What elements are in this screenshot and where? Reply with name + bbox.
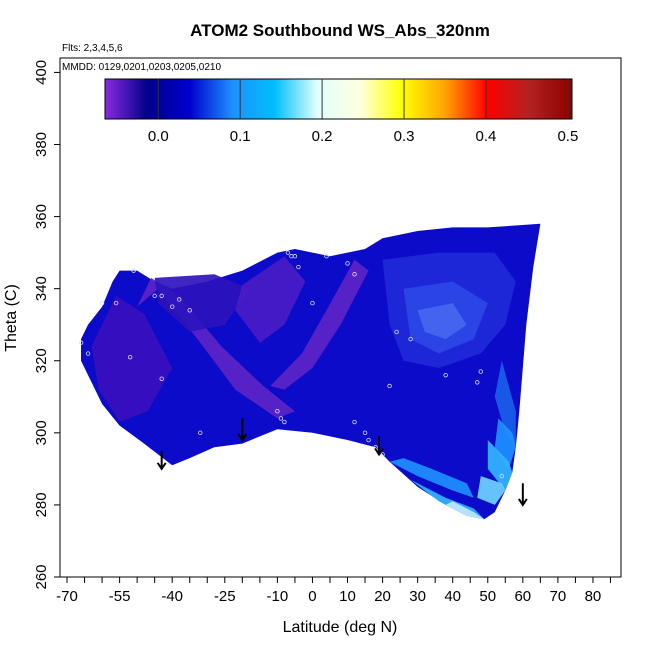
y-axis-label: Theta (C) — [3, 284, 20, 352]
sample-point — [285, 250, 291, 255]
colorbar-tick-label: 0.4 — [476, 128, 497, 145]
colorbar-tick-label: 0.3 — [394, 128, 415, 145]
x-tick-label: 0 — [308, 588, 316, 605]
colorbar: 0.0 0.1 0.2 0.3 0.4 0.5 — [104, 78, 578, 145]
sample-point — [131, 268, 136, 273]
field-zone — [389, 458, 474, 498]
x-tick-label: -70 — [56, 588, 78, 605]
sample-point — [275, 409, 280, 414]
down-arrow — [237, 418, 248, 442]
x-tick-label: 80 — [585, 588, 602, 605]
field-zone — [494, 418, 516, 469]
sample-point — [352, 272, 357, 277]
x-axis: -70 -55 -40 -25 -10 0 10 20 30 40 50 60 70 80 — [56, 577, 611, 605]
y-tick-label: 400 — [33, 60, 50, 85]
y-tick-label: 340 — [33, 276, 50, 301]
sample-point — [310, 300, 315, 306]
field-zone — [154, 274, 250, 332]
arrow-head — [517, 498, 528, 507]
sample-point — [152, 293, 157, 299]
sample-point — [380, 452, 385, 457]
sample-point — [324, 254, 329, 259]
sample-point — [292, 254, 298, 259]
colorbar-ticks: 0.0 0.1 0.2 0.3 0.4 0.5 — [148, 79, 578, 145]
x-tick-label: 10 — [339, 588, 356, 605]
y-tick-label: 260 — [33, 564, 50, 589]
down-arrow — [517, 483, 528, 507]
sample-point — [394, 329, 399, 335]
sample-point — [499, 473, 504, 479]
field-zone — [235, 256, 306, 343]
x-tick-label: 60 — [514, 588, 531, 605]
arrow-head — [156, 462, 167, 471]
dates-note: MMDD: 0129,0201,0203,0205,0210 — [62, 62, 221, 73]
down-arrow — [156, 450, 167, 471]
colorbar-gradient — [104, 78, 573, 120]
sample-point — [99, 300, 105, 306]
x-tick-label: -10 — [267, 588, 289, 605]
sample-point — [478, 369, 483, 374]
sample-point — [296, 264, 301, 270]
sample-point — [443, 372, 448, 378]
plot-frame — [59, 57, 622, 578]
x-axis-label: Latitude (deg N) — [283, 619, 398, 636]
field-zone — [91, 295, 173, 422]
y-tick-label: 320 — [33, 348, 50, 373]
field-zone — [137, 277, 295, 419]
field-zone — [417, 303, 467, 340]
arrow-head — [237, 433, 248, 442]
sample-point — [362, 430, 368, 436]
x-tick-label: -25 — [214, 588, 236, 605]
sample-points — [78, 250, 504, 479]
colorbar-tick-label: 0.5 — [557, 128, 578, 145]
arrow-markers — [156, 418, 528, 507]
sample-point — [278, 416, 284, 421]
y-axis: 260 280 300 320 340 360 380 400 — [33, 60, 60, 590]
field-zone — [477, 476, 506, 505]
colorbar-tick-label: 0.2 — [312, 128, 333, 145]
sample-point — [408, 336, 413, 342]
sample-point — [85, 351, 91, 356]
x-tick-label: 20 — [374, 588, 391, 605]
down-arrow — [374, 436, 384, 457]
y-tick-label: 360 — [33, 204, 50, 229]
heatmap-field — [81, 223, 541, 520]
sample-point — [159, 293, 164, 299]
field-zone — [270, 259, 369, 390]
sample-point — [113, 300, 119, 306]
y-tick-label: 280 — [33, 492, 50, 517]
x-tick-label: 50 — [479, 588, 496, 605]
field-zone — [487, 440, 513, 491]
arrow-head — [374, 447, 384, 457]
field-zone — [445, 501, 485, 520]
colorbar-tick-label: 0.0 — [148, 128, 169, 145]
field-zone — [494, 360, 516, 448]
x-tick-label: 40 — [444, 588, 461, 605]
sample-point — [475, 380, 480, 385]
sample-point — [169, 304, 175, 309]
x-tick-label: 30 — [409, 588, 426, 605]
sample-point — [198, 430, 203, 436]
x-tick-label: 70 — [550, 588, 567, 605]
sample-point — [282, 419, 287, 425]
sample-point — [352, 419, 357, 425]
y-tick-label: 300 — [33, 420, 50, 445]
sample-point — [78, 340, 84, 345]
sample-point — [366, 437, 371, 443]
sample-point — [127, 354, 133, 360]
x-tick-label: -40 — [161, 588, 183, 605]
x-tick-label: -55 — [109, 588, 131, 605]
colorbar-tick-label: 0.1 — [230, 128, 251, 145]
sample-point — [387, 383, 392, 389]
sample-point — [159, 376, 164, 381]
chart-title: ATOM2 Southbound WS_Abs_320nm — [190, 21, 490, 40]
flights-note: Flts: 2,3,4,5,6 — [62, 43, 123, 54]
sample-point — [177, 297, 182, 302]
sample-point — [345, 261, 350, 266]
y-tick-label: 380 — [33, 132, 50, 157]
sample-point — [187, 308, 192, 313]
